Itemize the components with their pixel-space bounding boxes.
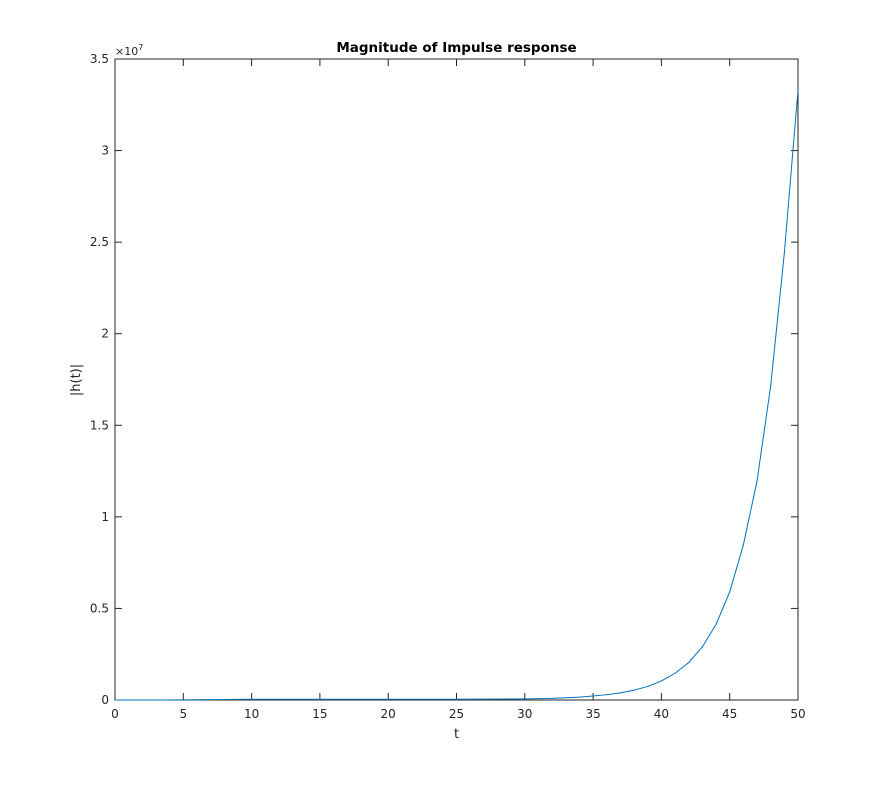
data-point: [674, 672, 676, 674]
chart-title: Magnitude of Impulse response: [336, 40, 576, 56]
data-point: [455, 698, 458, 700]
data-point: [578, 696, 581, 698]
y-axis-label: |h(t)|: [69, 364, 84, 396]
data-point: [715, 623, 717, 625]
y-exponent-label: ×107: [115, 43, 143, 58]
data-point: [162, 699, 164, 701]
data-point: [756, 480, 758, 482]
data-point: [606, 694, 608, 696]
y-tick-label: 1.5: [90, 418, 109, 432]
data-point: [783, 252, 785, 254]
data-point: [660, 680, 663, 682]
x-tick-label: 5: [179, 707, 187, 721]
x-tick-label: 40: [654, 707, 669, 721]
y-exponent-power: 7: [138, 43, 143, 52]
x-tick-label: 45: [722, 707, 737, 721]
x-tick-label: 0: [111, 707, 119, 721]
data-point: [729, 591, 731, 593]
plot-axes: 0 5 10 15 20 25 30 35 40 45 50 0 0.5 1 1.5 2 2.5 3 3.5: [90, 52, 806, 721]
data-point: [551, 697, 553, 699]
y-tick-label: 1: [101, 510, 109, 524]
x-tick-label: 35: [585, 707, 600, 721]
data-point: [688, 661, 690, 664]
y-tick-label: 0.5: [90, 601, 109, 615]
data-point: [524, 698, 526, 700]
data-point: [770, 385, 772, 387]
data-point: [797, 89, 799, 91]
data-point: [647, 685, 649, 688]
data-point: [592, 695, 594, 697]
data-point: [619, 692, 622, 694]
x-tick-label: 50: [790, 707, 805, 721]
y-exponent-base: ×10: [115, 45, 138, 58]
series-points: [114, 89, 799, 701]
y-axis-tick-labels: 0 0.5 1 1.5 2 2.5 3 3.5: [90, 52, 109, 707]
y-axis-ticks: [115, 58, 798, 701]
data-point: [633, 689, 635, 691]
x-tick-label: 10: [244, 707, 259, 721]
data-point: [742, 544, 744, 546]
data-point: [701, 646, 703, 648]
data-point: [319, 698, 321, 700]
x-axis-label: t: [454, 727, 459, 742]
y-tick-label: 3.5: [90, 52, 109, 66]
y-tick-label: 0: [101, 693, 109, 707]
x-axis-tick-labels: 0 5 10 15 20 25 30 35 40 45 50: [111, 707, 805, 721]
x-tick-label: 25: [449, 707, 464, 721]
y-tick-label: 2: [101, 327, 109, 341]
x-tick-label: 15: [312, 707, 327, 721]
y-tick-label: 3: [101, 144, 109, 158]
data-point: [387, 698, 389, 700]
data-point: [114, 699, 116, 701]
x-tick-label: 20: [381, 707, 396, 721]
axes-box: [114, 58, 799, 701]
y-tick-label: 2.5: [90, 235, 109, 249]
x-tick-label: 30: [517, 707, 532, 721]
data-point: [251, 698, 253, 700]
